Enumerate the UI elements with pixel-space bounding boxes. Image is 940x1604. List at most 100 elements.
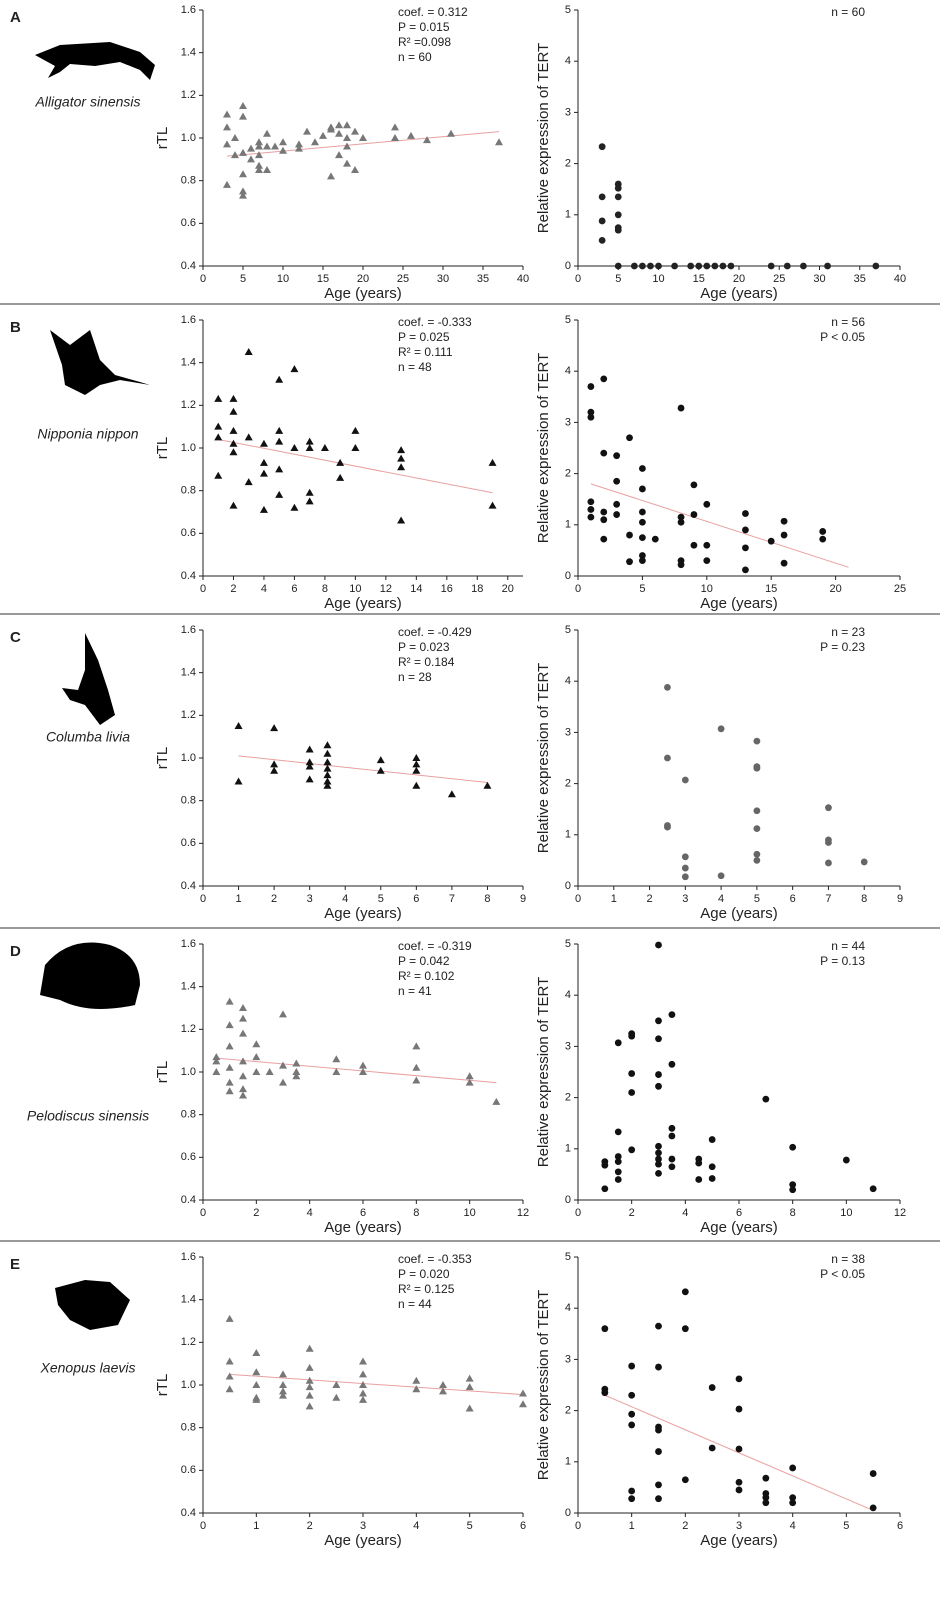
point — [762, 1499, 770, 1507]
x-tick-label: 10 — [701, 583, 713, 595]
point — [587, 383, 595, 390]
point — [647, 262, 654, 270]
point — [311, 138, 319, 146]
y-axis-label: rTL — [154, 1061, 171, 1084]
point — [239, 1091, 247, 1099]
point — [708, 1175, 716, 1182]
annotation: n = 44 — [831, 939, 865, 953]
y-tick-label: 0.4 — [181, 570, 196, 582]
point — [319, 131, 327, 139]
point — [270, 766, 279, 774]
point — [735, 1486, 743, 1494]
species-name: Xenopus laevis — [40, 1360, 136, 1376]
point — [259, 458, 268, 466]
point — [270, 724, 279, 732]
x-tick-label: 2 — [682, 1520, 688, 1532]
point — [789, 1464, 797, 1472]
trend-line — [604, 1394, 874, 1511]
point — [668, 1163, 676, 1171]
point — [735, 1445, 743, 1453]
y-tick-label: 3 — [565, 416, 571, 428]
y-tick-label: 0.4 — [181, 880, 196, 892]
x-axis-label: Age (years) — [324, 285, 402, 302]
point — [332, 1068, 341, 1075]
point — [655, 1071, 662, 1078]
x-tick-label: 3 — [736, 1520, 742, 1532]
point — [825, 859, 832, 867]
x-axis-label: Age (years) — [324, 595, 402, 612]
point — [587, 413, 595, 421]
x-tick-label: 5 — [615, 273, 621, 285]
species-name: Pelodiscus sinensis — [27, 1108, 149, 1124]
x-tick-label: 20 — [502, 583, 514, 595]
point — [655, 1426, 662, 1434]
point — [639, 552, 646, 559]
point — [677, 404, 685, 412]
point — [655, 1160, 662, 1168]
y-tick-label: 1.4 — [181, 1294, 196, 1306]
point — [655, 1322, 662, 1330]
point — [305, 1363, 314, 1371]
point — [492, 1097, 501, 1105]
annotation: coef. = -0.353 — [398, 1252, 472, 1266]
point — [465, 1404, 474, 1412]
point — [412, 1385, 421, 1393]
x-tick-label: 6 — [897, 1520, 903, 1532]
point — [601, 1389, 609, 1397]
point — [275, 426, 284, 434]
point — [598, 193, 606, 201]
point — [305, 497, 314, 505]
x-tick-label: 0 — [575, 1207, 581, 1219]
point — [397, 446, 406, 454]
x-tick-label: 1 — [235, 893, 241, 905]
point — [376, 756, 385, 764]
point — [305, 758, 314, 766]
point — [412, 1042, 421, 1050]
y-tick-label: 0 — [565, 1507, 571, 1519]
point — [687, 262, 695, 270]
annotation: P = 0.025 — [398, 330, 450, 344]
point — [614, 1153, 622, 1160]
point — [614, 1168, 622, 1176]
point — [628, 1032, 636, 1040]
point — [587, 513, 595, 521]
point — [275, 490, 284, 498]
point — [639, 485, 646, 493]
x-tick-label: 5 — [467, 1520, 473, 1532]
point — [343, 159, 351, 167]
x-tick-label: 0 — [200, 273, 206, 285]
point — [212, 1068, 221, 1075]
point — [630, 262, 638, 270]
point — [412, 760, 421, 768]
y-tick-label: 1.0 — [181, 1379, 196, 1391]
y-tick-label: 2 — [565, 468, 571, 480]
point — [587, 408, 595, 416]
x-tick-label: 0 — [200, 583, 206, 595]
x-tick-label: 15 — [317, 273, 329, 285]
point — [239, 187, 247, 195]
point — [263, 166, 271, 173]
point — [332, 1393, 341, 1401]
x-tick-label: 5 — [843, 1520, 849, 1532]
point — [255, 138, 263, 146]
x-tick-label: 40 — [894, 273, 906, 285]
x-tick-label: 6 — [413, 893, 419, 905]
point — [412, 1376, 421, 1384]
x-tick-label: 40 — [517, 273, 529, 285]
point — [270, 760, 279, 768]
point — [279, 138, 287, 146]
point — [223, 140, 231, 148]
annotation: n = 28 — [398, 670, 432, 684]
point — [668, 1124, 676, 1132]
point — [292, 1068, 301, 1075]
x-tick-label: 30 — [437, 273, 449, 285]
y-tick-label: 0.8 — [181, 1422, 196, 1434]
y-tick-label: 1.6 — [181, 938, 196, 950]
point — [717, 872, 725, 880]
point — [600, 449, 608, 457]
y-tick-label: 1.4 — [181, 667, 196, 679]
annotation: coef. = -0.319 — [398, 939, 472, 953]
x-tick-label: 6 — [736, 1207, 742, 1219]
point — [359, 1389, 367, 1397]
